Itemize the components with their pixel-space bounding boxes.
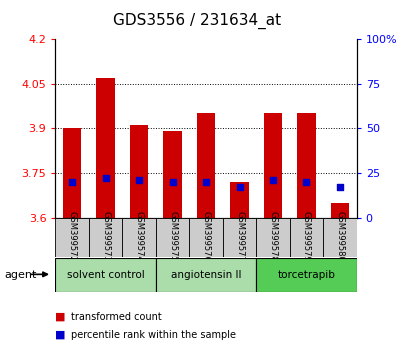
Text: GSM399572: GSM399572 — [67, 211, 76, 262]
Bar — [122, 218, 155, 257]
Bar — [230, 182, 248, 218]
Text: GSM399579: GSM399579 — [301, 211, 310, 262]
Point — [336, 184, 342, 190]
Text: GSM399576: GSM399576 — [201, 211, 210, 262]
Point — [135, 177, 142, 183]
Bar — [189, 218, 222, 257]
Bar — [222, 218, 256, 257]
Point — [302, 179, 309, 185]
Bar — [330, 203, 348, 218]
Text: ■: ■ — [55, 330, 66, 339]
Bar — [256, 258, 356, 292]
Bar — [55, 258, 155, 292]
Text: GSM399578: GSM399578 — [268, 211, 277, 262]
Text: GSM399577: GSM399577 — [234, 211, 243, 262]
Bar — [289, 218, 322, 257]
Bar — [263, 113, 281, 218]
Text: transformed count: transformed count — [71, 312, 161, 322]
Bar — [163, 131, 181, 218]
Point — [269, 177, 276, 183]
Bar — [89, 218, 122, 257]
Text: GSM399575: GSM399575 — [168, 211, 177, 262]
Point — [69, 179, 75, 185]
Bar — [297, 113, 315, 218]
Text: GSM399573: GSM399573 — [101, 211, 110, 262]
Point — [236, 184, 242, 190]
Point — [169, 179, 175, 185]
Point — [202, 179, 209, 185]
Bar — [130, 125, 148, 218]
Text: ■: ■ — [55, 312, 66, 322]
Text: angiotensin II: angiotensin II — [171, 270, 240, 280]
Bar — [155, 218, 189, 257]
Text: percentile rank within the sample: percentile rank within the sample — [71, 330, 235, 339]
Text: GDS3556 / 231634_at: GDS3556 / 231634_at — [112, 12, 280, 29]
Text: solvent control: solvent control — [67, 270, 144, 280]
Bar — [256, 218, 289, 257]
Text: GSM399574: GSM399574 — [134, 211, 143, 262]
Text: agent: agent — [4, 270, 36, 280]
Bar — [63, 129, 81, 218]
Text: GSM399580: GSM399580 — [335, 211, 344, 262]
Bar — [55, 218, 89, 257]
Bar — [196, 113, 215, 218]
Bar — [322, 218, 356, 257]
Text: torcetrapib: torcetrapib — [277, 270, 335, 280]
Bar — [96, 78, 115, 218]
Bar — [155, 258, 256, 292]
Point — [102, 176, 109, 181]
